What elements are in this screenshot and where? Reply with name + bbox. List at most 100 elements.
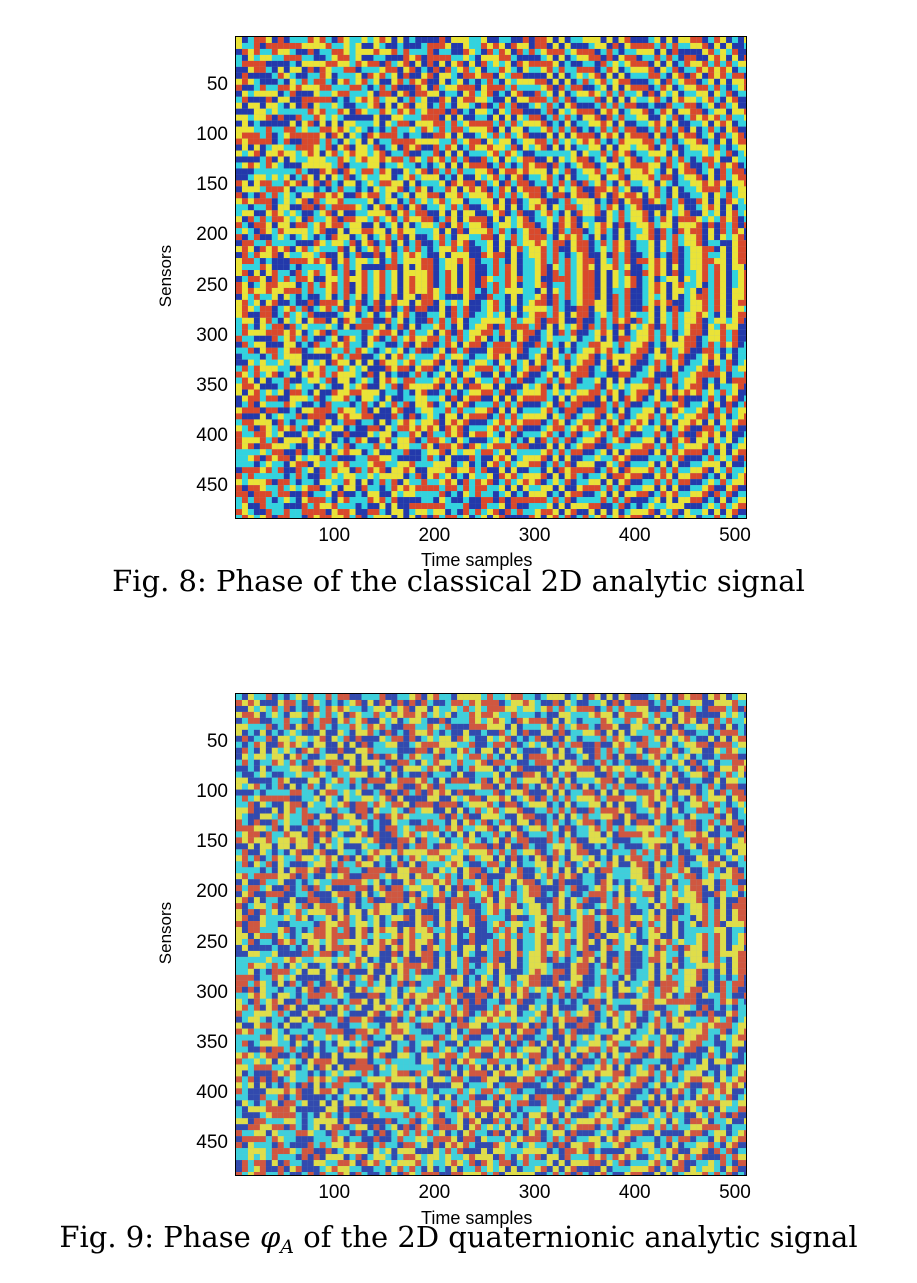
heatmap-cell bbox=[498, 150, 505, 157]
heatmap-cell bbox=[732, 210, 739, 217]
heatmap-cell bbox=[660, 168, 667, 175]
heatmap-cell bbox=[642, 66, 649, 73]
heatmap-cell bbox=[367, 305, 374, 312]
heatmap-cell bbox=[247, 114, 254, 121]
heatmap-cell bbox=[475, 210, 482, 217]
heatmap-cell bbox=[325, 317, 332, 324]
heatmap-cell bbox=[301, 108, 308, 115]
heatmap-cell bbox=[558, 156, 565, 163]
heatmap-cell bbox=[469, 168, 476, 175]
heatmap-cell bbox=[445, 305, 452, 312]
heatmap-cell bbox=[409, 305, 416, 312]
heatmap-cell bbox=[738, 108, 745, 115]
heatmap-cell bbox=[726, 42, 733, 49]
heatmap-cell bbox=[612, 78, 619, 85]
heatmap-cell bbox=[726, 359, 733, 366]
heatmap-cell bbox=[295, 228, 302, 235]
heatmap-cell bbox=[343, 204, 350, 211]
heatmap-cell bbox=[253, 120, 260, 127]
heatmap-cell bbox=[427, 228, 434, 235]
heatmap-cell bbox=[654, 102, 661, 109]
heatmap-cell bbox=[283, 180, 290, 187]
heatmap-cell bbox=[349, 240, 356, 247]
heatmap-cell bbox=[283, 371, 290, 378]
heatmap-cell bbox=[546, 60, 553, 67]
heatmap-cell bbox=[720, 186, 727, 193]
heatmap-cell bbox=[469, 216, 476, 223]
heatmap-cell bbox=[564, 323, 571, 330]
heatmap-cell bbox=[379, 132, 386, 139]
heatmap-cell bbox=[451, 186, 458, 193]
heatmap-cell bbox=[337, 210, 344, 217]
heatmap-cell bbox=[522, 222, 529, 229]
heatmap-cell bbox=[337, 371, 344, 378]
heatmap-cell bbox=[271, 287, 278, 294]
heatmap-cell bbox=[624, 54, 631, 61]
heatmap-cell bbox=[361, 228, 368, 235]
heatmap-cell bbox=[343, 66, 350, 73]
heatmap-cell bbox=[636, 72, 643, 79]
heatmap-cell bbox=[546, 341, 553, 348]
heatmap-cell bbox=[349, 216, 356, 223]
heatmap-cell bbox=[445, 180, 452, 187]
heatmap-cell bbox=[325, 246, 332, 253]
heatmap-cell bbox=[732, 353, 739, 360]
heatmap-cell bbox=[307, 359, 314, 366]
heatmap-cell bbox=[331, 54, 338, 61]
heatmap-cell bbox=[343, 180, 350, 187]
heatmap-cell bbox=[355, 347, 362, 354]
heatmap-cell bbox=[636, 90, 643, 97]
heatmap-cell bbox=[714, 84, 721, 91]
heatmap-cell bbox=[236, 78, 242, 85]
heatmap-cell bbox=[660, 37, 667, 43]
heatmap-cell bbox=[313, 299, 320, 306]
heatmap-cell bbox=[451, 377, 458, 384]
heatmap-cell bbox=[445, 281, 452, 288]
heatmap-cell bbox=[289, 329, 296, 336]
heatmap-cell bbox=[391, 353, 398, 360]
heatmap-cell bbox=[552, 329, 559, 336]
heatmap-cell bbox=[319, 258, 326, 265]
heatmap-cell bbox=[690, 270, 697, 277]
heatmap-cell bbox=[307, 240, 314, 247]
heatmap-cell bbox=[253, 252, 260, 259]
heatmap-cell bbox=[337, 192, 344, 199]
heatmap-cell bbox=[606, 162, 613, 169]
heatmap-cell bbox=[522, 168, 529, 175]
heatmap-cell bbox=[331, 114, 338, 121]
heatmap-cell bbox=[385, 168, 392, 175]
heatmap-cell bbox=[588, 371, 595, 378]
heatmap-cell bbox=[600, 84, 607, 91]
heatmap-cell bbox=[247, 180, 254, 187]
heatmap-cell bbox=[277, 192, 284, 199]
heatmap-cell bbox=[451, 72, 458, 79]
heatmap-cell bbox=[457, 126, 464, 133]
heatmap-cell bbox=[612, 270, 619, 277]
heatmap-cell bbox=[630, 144, 637, 151]
heatmap-cell bbox=[481, 377, 488, 384]
heatmap-cell bbox=[397, 120, 404, 127]
heatmap-cell bbox=[594, 66, 601, 73]
heatmap-cell bbox=[702, 240, 709, 247]
heatmap-cell bbox=[540, 329, 547, 336]
heatmap-cell bbox=[654, 299, 661, 306]
heatmap-cell bbox=[409, 264, 416, 271]
heatmap-cell bbox=[600, 174, 607, 181]
heatmap-cell bbox=[409, 150, 416, 157]
heatmap-cell bbox=[534, 174, 541, 181]
heatmap-cell bbox=[319, 264, 326, 271]
heatmap-cell bbox=[373, 132, 380, 139]
heatmap-cell bbox=[744, 150, 746, 157]
heatmap-cell bbox=[265, 383, 272, 390]
heatmap-cell bbox=[642, 174, 649, 181]
heatmap-cell bbox=[726, 270, 733, 277]
heatmap-cell bbox=[451, 258, 458, 265]
heatmap-cell bbox=[433, 371, 440, 378]
heatmap-cell bbox=[457, 264, 464, 271]
heatmap-cell bbox=[552, 323, 559, 330]
heatmap-cell bbox=[546, 144, 553, 151]
heatmap-cell bbox=[427, 37, 434, 43]
heatmap-cell bbox=[564, 156, 571, 163]
heatmap-cell bbox=[516, 329, 523, 336]
heatmap-cell bbox=[325, 180, 332, 187]
